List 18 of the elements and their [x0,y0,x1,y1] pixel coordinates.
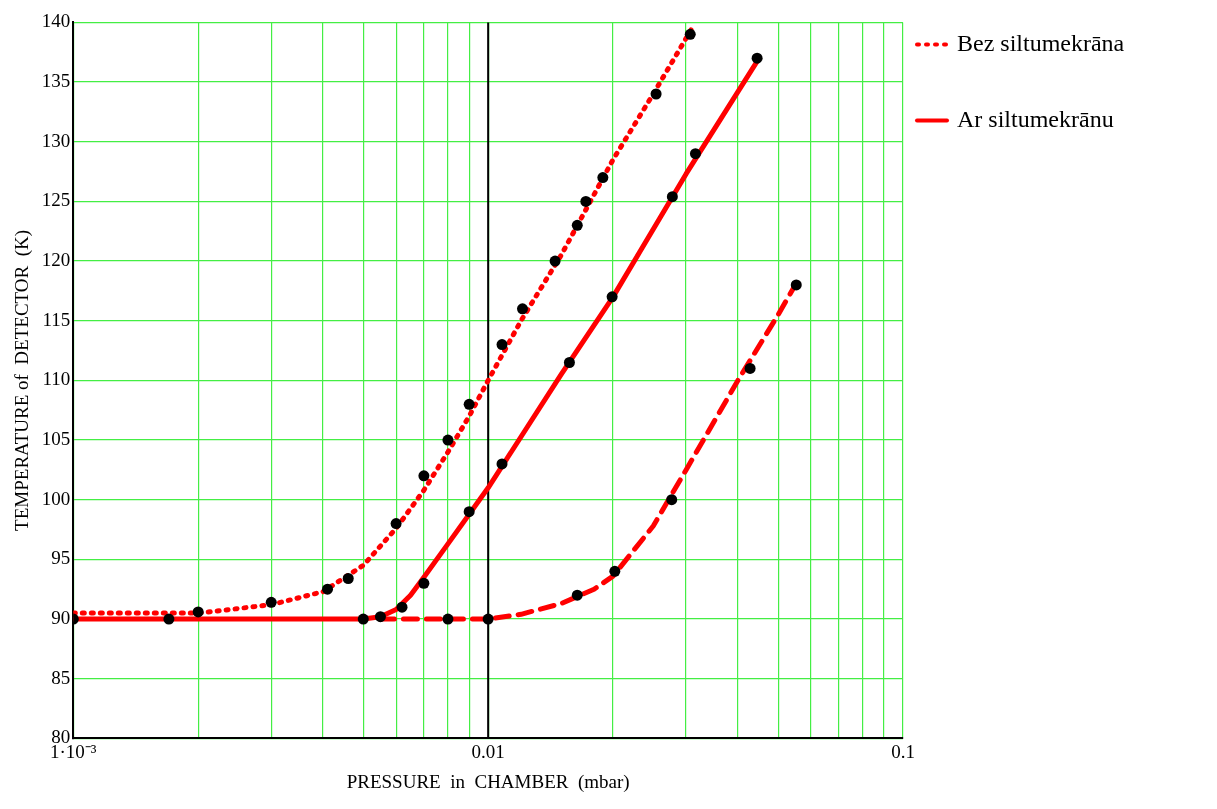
y-tick-label: 140 [41,10,71,32]
y-tick-label: 130 [41,129,71,151]
y-tick-label: 110 [42,368,71,390]
x-tick-label: 0.01 [471,740,505,762]
y-tick-label: 90 [51,607,71,629]
legend-label: Bez siltumekrāna [957,29,1125,56]
y-tick-label: 105 [41,428,71,450]
y-tick-label: 95 [51,547,71,569]
y-tick-label: 135 [41,70,71,92]
legend-label: Ar siltumekrānu [957,105,1114,132]
x-tick-label: 0.1 [891,740,915,762]
y-axis-title: TEMPERATURE of DETECTOR (K) [11,229,34,531]
y-tick-label: 120 [41,249,71,271]
y-tick-label: 115 [42,308,71,330]
x-axis-title: PRESSURE in CHAMBER (mbar) [346,770,630,793]
y-tick-label: 125 [41,189,71,211]
y-tick-label: 85 [51,666,71,688]
y-tick-label: 100 [41,487,71,509]
